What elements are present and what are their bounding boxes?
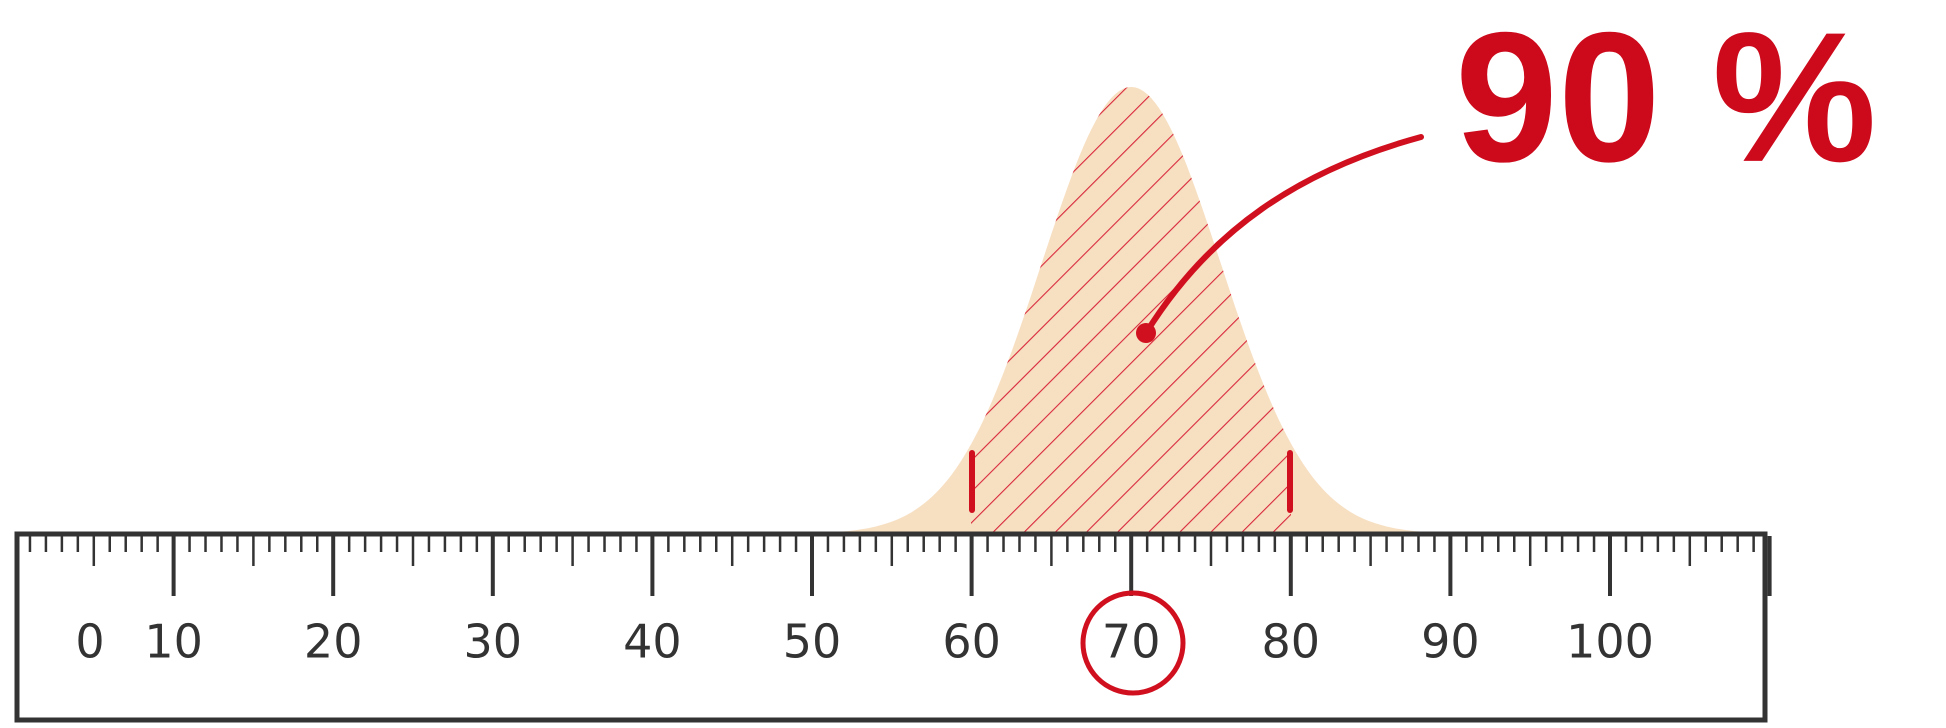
ruler-label: 10 bbox=[144, 615, 203, 669]
annotation: 90 % bbox=[1455, 0, 1877, 201]
ruler-labels: 0 10 20 30 40 50 60 70 80 90 100 bbox=[75, 615, 1654, 669]
ruler-ticks bbox=[28, 536, 1772, 596]
ruler-label: 0 bbox=[75, 615, 104, 669]
interval-hatching bbox=[971, 87, 1291, 534]
highlight-circle bbox=[1080, 590, 1186, 696]
ruler-label: 60 bbox=[942, 615, 1001, 669]
ruler-label: 20 bbox=[304, 615, 363, 669]
ruler-label: 30 bbox=[464, 615, 523, 669]
ruler-label: 40 bbox=[623, 615, 682, 669]
ruler-label: 100 bbox=[1566, 615, 1654, 669]
ruler-label: 70 bbox=[1102, 615, 1161, 669]
ruler-label: 50 bbox=[783, 615, 842, 669]
annotation-dot bbox=[1136, 323, 1156, 343]
ruler-label: 90 bbox=[1421, 615, 1480, 669]
ruler-label: 80 bbox=[1262, 615, 1321, 669]
annotation-line bbox=[1143, 134, 1424, 336]
